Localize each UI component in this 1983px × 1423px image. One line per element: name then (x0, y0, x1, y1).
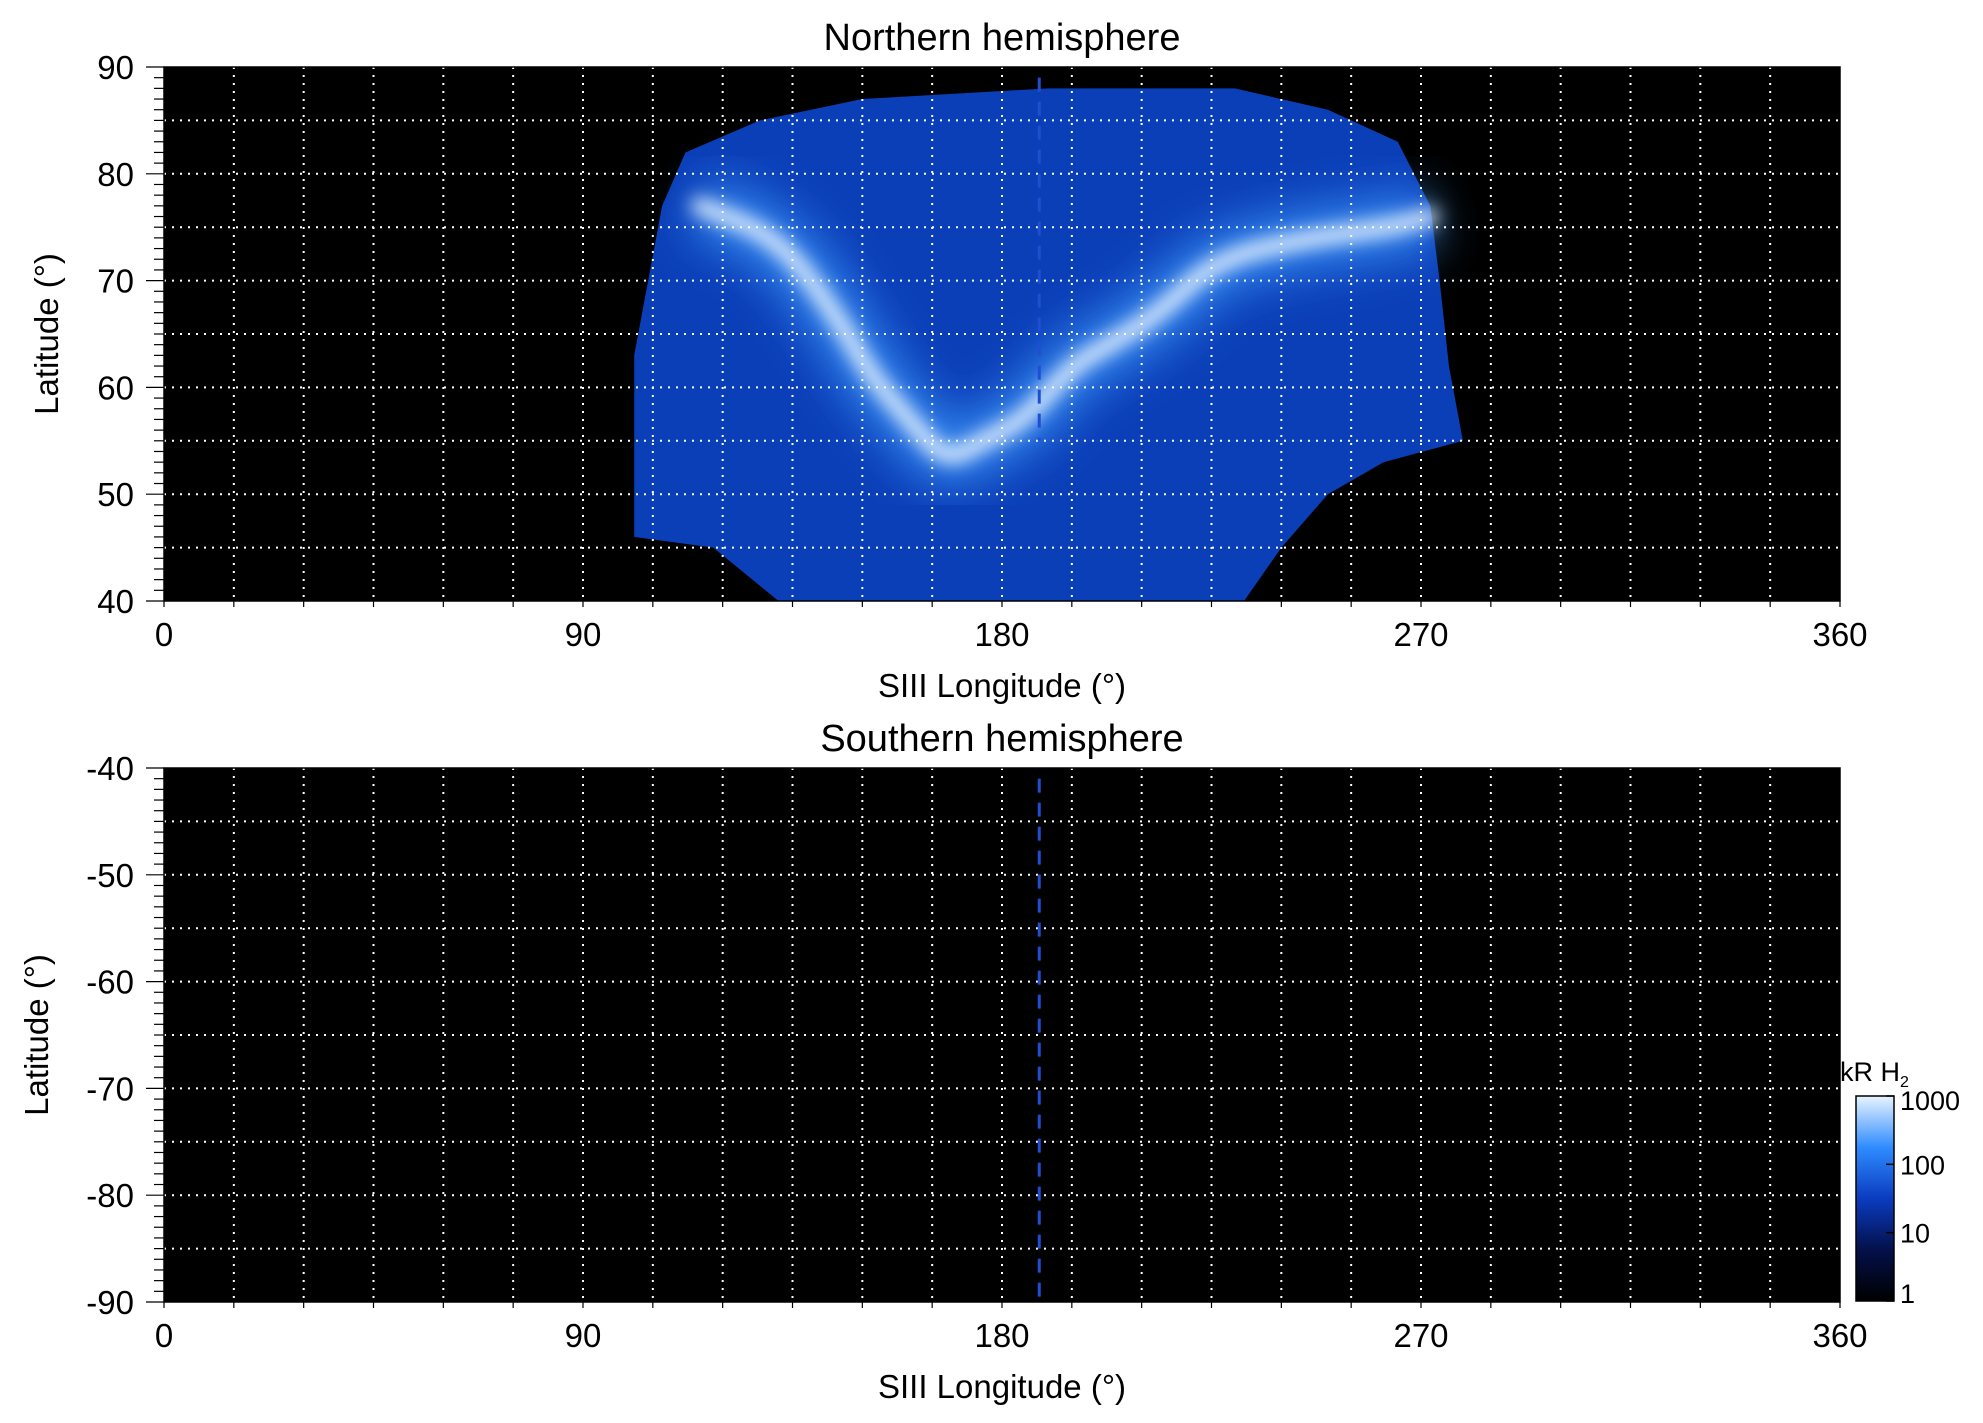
northern-grid (164, 67, 1840, 601)
northern-minor-ticks (146, 66, 1841, 607)
y-tick-label: -60 (86, 964, 134, 1001)
y-tick-label: 80 (97, 156, 134, 193)
x-tick-label: 360 (1812, 1317, 1867, 1354)
northern-y-tick-labels: 40 50 60 70 80 90 (97, 49, 134, 620)
northern-x-tick-labels: 0 90 180 270 360 (155, 616, 1868, 653)
y-tick-label: -90 (86, 1284, 134, 1321)
x-tick-label: 0 (155, 1317, 173, 1354)
colorbar-tick-label: 100 (1900, 1150, 1945, 1180)
northern-heatmap (634, 88, 1463, 601)
x-tick-label: 360 (1812, 616, 1867, 653)
northern-panel: Northern hemisphere 0 90 180 270 360 40 50 60 7… (28, 17, 1868, 704)
x-tick-label: 180 (974, 1317, 1029, 1354)
southern-x-tick-labels: 0 90 180 270 360 (155, 1317, 1868, 1354)
colorbar-gradient (1855, 1095, 1895, 1302)
y-tick-label: -40 (86, 750, 134, 787)
colorbar-label: kR H2 (1840, 1057, 1909, 1091)
x-tick-label: 0 (155, 616, 173, 653)
northern-coverage-region (634, 88, 1463, 601)
southern-y-axis-label: Latitude (°) (18, 954, 55, 1116)
y-tick-label: -70 (86, 1070, 134, 1107)
x-tick-label: 90 (565, 616, 602, 653)
y-tick-label: -80 (86, 1177, 134, 1214)
y-tick-label: 40 (97, 583, 134, 620)
southern-title: Southern hemisphere (820, 718, 1183, 760)
northern-plot-frame (163, 66, 1841, 602)
southern-plot-frame (163, 767, 1841, 1303)
y-tick-label: 60 (97, 369, 134, 406)
colorbar-ticks: 1 10 100 1000 (1886, 1086, 1960, 1309)
y-tick-label: 70 (97, 263, 134, 300)
x-tick-label: 270 (1393, 1317, 1448, 1354)
y-tick-label: 90 (97, 49, 134, 86)
southern-grid (164, 768, 1840, 1302)
southern-minor-ticks (146, 767, 1841, 1308)
y-tick-label: 50 (97, 476, 134, 513)
y-tick-label: -50 (86, 857, 134, 894)
southern-x-axis-label: SIII Longitude (°) (878, 1368, 1126, 1405)
southern-panel: Southern hemisphere 0 90 180 270 360 -90-80-… (18, 718, 1868, 1405)
colorbar-tick-label: 1 (1900, 1279, 1915, 1309)
colorbar-tick-label: 1000 (1900, 1086, 1960, 1116)
northern-y-axis-label: Latitude (°) (28, 253, 65, 415)
northern-title: Northern hemisphere (824, 17, 1181, 59)
x-tick-label: 90 (565, 1317, 602, 1354)
colorbar: kR H2 1 10 100 1000 (1840, 1057, 1960, 1309)
x-tick-label: 180 (974, 616, 1029, 653)
x-tick-label: 270 (1393, 616, 1448, 653)
northern-auroral-oval (691, 197, 1439, 463)
southern-y-tick-labels: -90 -80 -70 -60 -50 -40 (86, 750, 134, 1321)
colorbar-tick-label: 10 (1900, 1219, 1930, 1249)
northern-x-axis-label: SIII Longitude (°) (878, 667, 1126, 704)
